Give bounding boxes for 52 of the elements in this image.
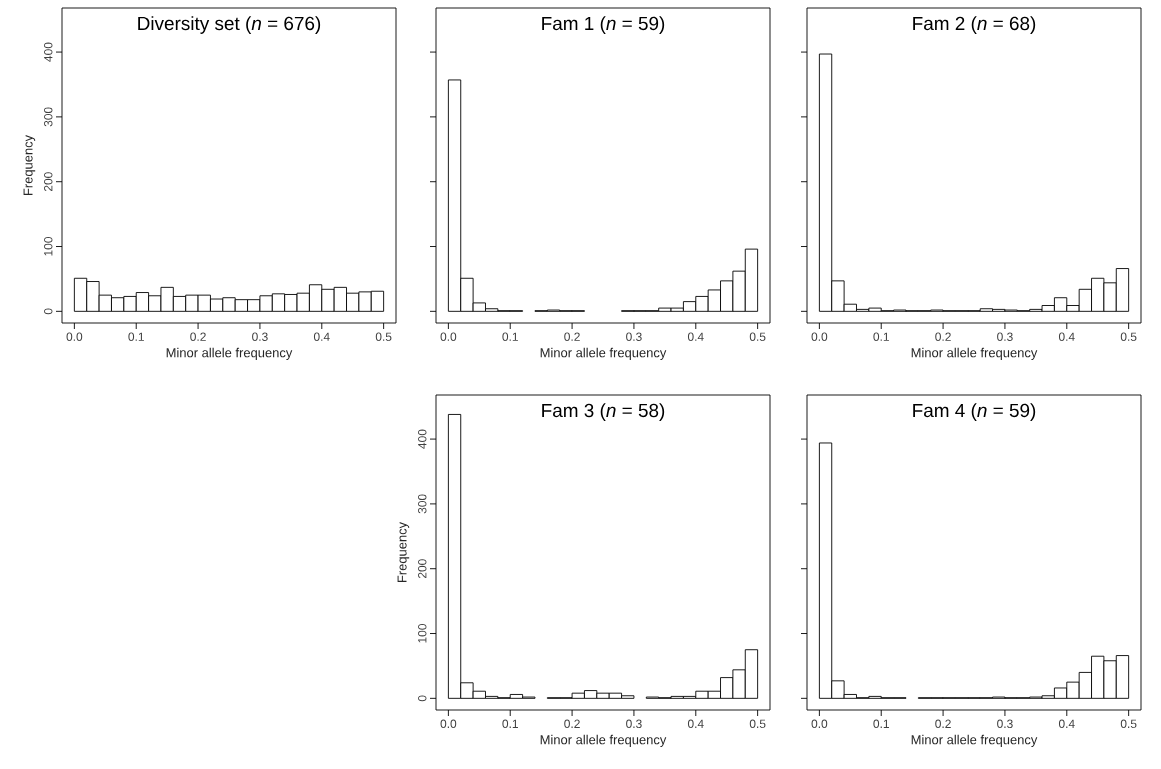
x-tick-label: 0.3 <box>626 332 642 341</box>
x-tick-label: 0.1 <box>128 332 144 341</box>
y-tick-label: 200 <box>44 172 53 192</box>
y-tick-label: 0 <box>44 308 53 315</box>
x-axis-title: Minor allele frequency <box>540 734 667 747</box>
x-tick-label: 0.1 <box>502 332 518 341</box>
chart-title: Fam 2 (n = 68) <box>913 16 1036 34</box>
x-tick-label: 0.2 <box>564 719 580 728</box>
x-axis-title: Minor allele frequency <box>166 347 293 360</box>
x-tick-label: 0.0 <box>811 332 828 341</box>
x-tick-label: 0.2 <box>935 332 951 341</box>
x-tick-label: 0.0 <box>440 332 457 341</box>
x-tick-label: 0.0 <box>66 332 83 341</box>
x-tick-label: 0.2 <box>564 332 580 341</box>
x-tick-label: 0.4 <box>687 332 704 341</box>
x-tick-label: 0.1 <box>873 719 889 728</box>
x-tick-label: 0.4 <box>1058 719 1075 728</box>
y-tick-label: 400 <box>44 42 53 62</box>
x-tick-label: 0.3 <box>997 719 1013 728</box>
x-tick-label: 0.3 <box>997 332 1013 341</box>
x-axis-title: Minor allele frequency <box>911 347 1038 360</box>
y-tick-label: 300 <box>44 107 53 127</box>
x-tick-label: 0.2 <box>190 332 206 341</box>
x-tick-label: 0.0 <box>811 719 828 728</box>
x-tick-label: 0.2 <box>935 719 951 728</box>
y-tick-label: 100 <box>44 237 53 256</box>
chart-title: Fam 1 (n = 59) <box>542 16 665 34</box>
x-tick-label: 0.5 <box>1120 719 1137 728</box>
x-tick-label: 0.3 <box>252 332 268 341</box>
x-axis-title: Minor allele frequency <box>540 347 667 360</box>
x-tick-label: 0.4 <box>313 332 330 341</box>
y-tick-label: 200 <box>418 559 427 579</box>
y-tick-label: 0 <box>418 695 427 702</box>
x-tick-label: 0.4 <box>1058 332 1075 341</box>
x-tick-label: 0.5 <box>749 719 766 728</box>
x-axis-title: Minor allele frequency <box>911 734 1038 747</box>
x-tick-label: 0.5 <box>749 332 766 341</box>
y-tick-label: 300 <box>418 494 427 514</box>
x-tick-label: 0.1 <box>502 719 518 728</box>
x-tick-label: 0.4 <box>687 719 704 728</box>
chart-title: Fam 4 (n = 59) <box>913 403 1036 421</box>
x-tick-label: 0.3 <box>626 719 642 728</box>
y-tick-label: 400 <box>418 429 427 449</box>
y-axis-title: Frequency <box>397 521 410 583</box>
y-tick-label: 100 <box>418 624 427 643</box>
chart-title: Fam 3 (n = 58) <box>542 403 665 421</box>
y-axis-title: Frequency <box>23 134 36 196</box>
x-tick-label: 0.5 <box>375 332 392 341</box>
x-tick-label: 0.0 <box>440 719 457 728</box>
x-tick-label: 0.1 <box>873 332 889 341</box>
x-tick-label: 0.5 <box>1120 332 1137 341</box>
chart-title: Diversity set (n = 676) <box>138 16 321 34</box>
